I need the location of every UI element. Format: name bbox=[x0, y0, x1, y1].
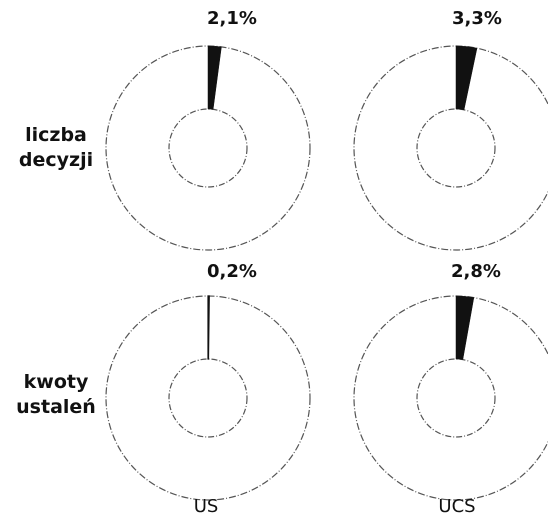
column-label-ucs: UCS bbox=[438, 496, 475, 517]
row-label-decisions-line2: decyzji bbox=[19, 149, 93, 171]
row-label-decisions-line1: liczba bbox=[25, 124, 87, 146]
row-label-amounts-line1: kwoty bbox=[24, 371, 89, 393]
donut-inner-ring-us-amounts bbox=[169, 359, 247, 437]
donut-inner-ring-ucs-amounts bbox=[417, 359, 495, 437]
column-label-us: US bbox=[194, 496, 219, 517]
value-label-ucs-decisions: 3,3% bbox=[452, 8, 502, 29]
donut-slice-us-amounts bbox=[208, 296, 209, 359]
donut-inner-ring-us-decisions bbox=[169, 109, 247, 187]
value-label-us-amounts: 0,2% bbox=[207, 261, 257, 282]
donut-inner-ring-ucs-decisions bbox=[417, 109, 495, 187]
value-label-us-decisions: 2,1% bbox=[207, 8, 257, 29]
row-label-amounts-line2: ustaleń bbox=[16, 396, 96, 418]
value-label-ucs-amounts: 2,8% bbox=[451, 261, 501, 282]
